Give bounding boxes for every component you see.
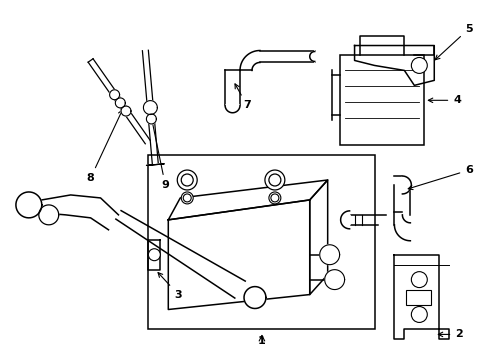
Circle shape: [268, 174, 280, 186]
Text: 1: 1: [258, 336, 265, 346]
Text: 6: 6: [407, 165, 472, 190]
Text: 2: 2: [437, 329, 462, 339]
Polygon shape: [121, 106, 131, 116]
Polygon shape: [402, 176, 410, 203]
Polygon shape: [168, 180, 327, 220]
Polygon shape: [224, 105, 240, 113]
Polygon shape: [309, 180, 327, 294]
Polygon shape: [146, 164, 164, 165]
Polygon shape: [146, 114, 156, 124]
Polygon shape: [394, 255, 448, 339]
Text: 7: 7: [235, 84, 250, 110]
Text: 9: 9: [150, 117, 169, 190]
Polygon shape: [143, 100, 157, 114]
Circle shape: [264, 170, 285, 190]
Polygon shape: [16, 192, 41, 218]
Circle shape: [148, 249, 160, 261]
Bar: [148, 155, 375, 329]
Circle shape: [268, 192, 280, 204]
Polygon shape: [319, 245, 339, 265]
Circle shape: [410, 272, 427, 288]
Polygon shape: [324, 270, 344, 289]
Polygon shape: [354, 45, 433, 85]
Text: 8: 8: [86, 110, 122, 183]
Circle shape: [270, 194, 278, 202]
Text: 3: 3: [158, 273, 182, 300]
Polygon shape: [168, 200, 309, 310]
Polygon shape: [244, 287, 265, 309]
Text: 4: 4: [427, 95, 460, 105]
Polygon shape: [309, 50, 314, 62]
Circle shape: [410, 306, 427, 323]
Polygon shape: [340, 211, 349, 229]
Polygon shape: [39, 205, 59, 225]
Circle shape: [181, 192, 193, 204]
Bar: [406, 289, 430, 305]
Circle shape: [177, 170, 197, 190]
Polygon shape: [109, 90, 120, 100]
Bar: [339, 55, 424, 145]
Circle shape: [181, 174, 193, 186]
Text: 5: 5: [434, 24, 472, 60]
Circle shape: [410, 58, 427, 73]
Polygon shape: [115, 98, 125, 108]
Circle shape: [183, 194, 191, 202]
